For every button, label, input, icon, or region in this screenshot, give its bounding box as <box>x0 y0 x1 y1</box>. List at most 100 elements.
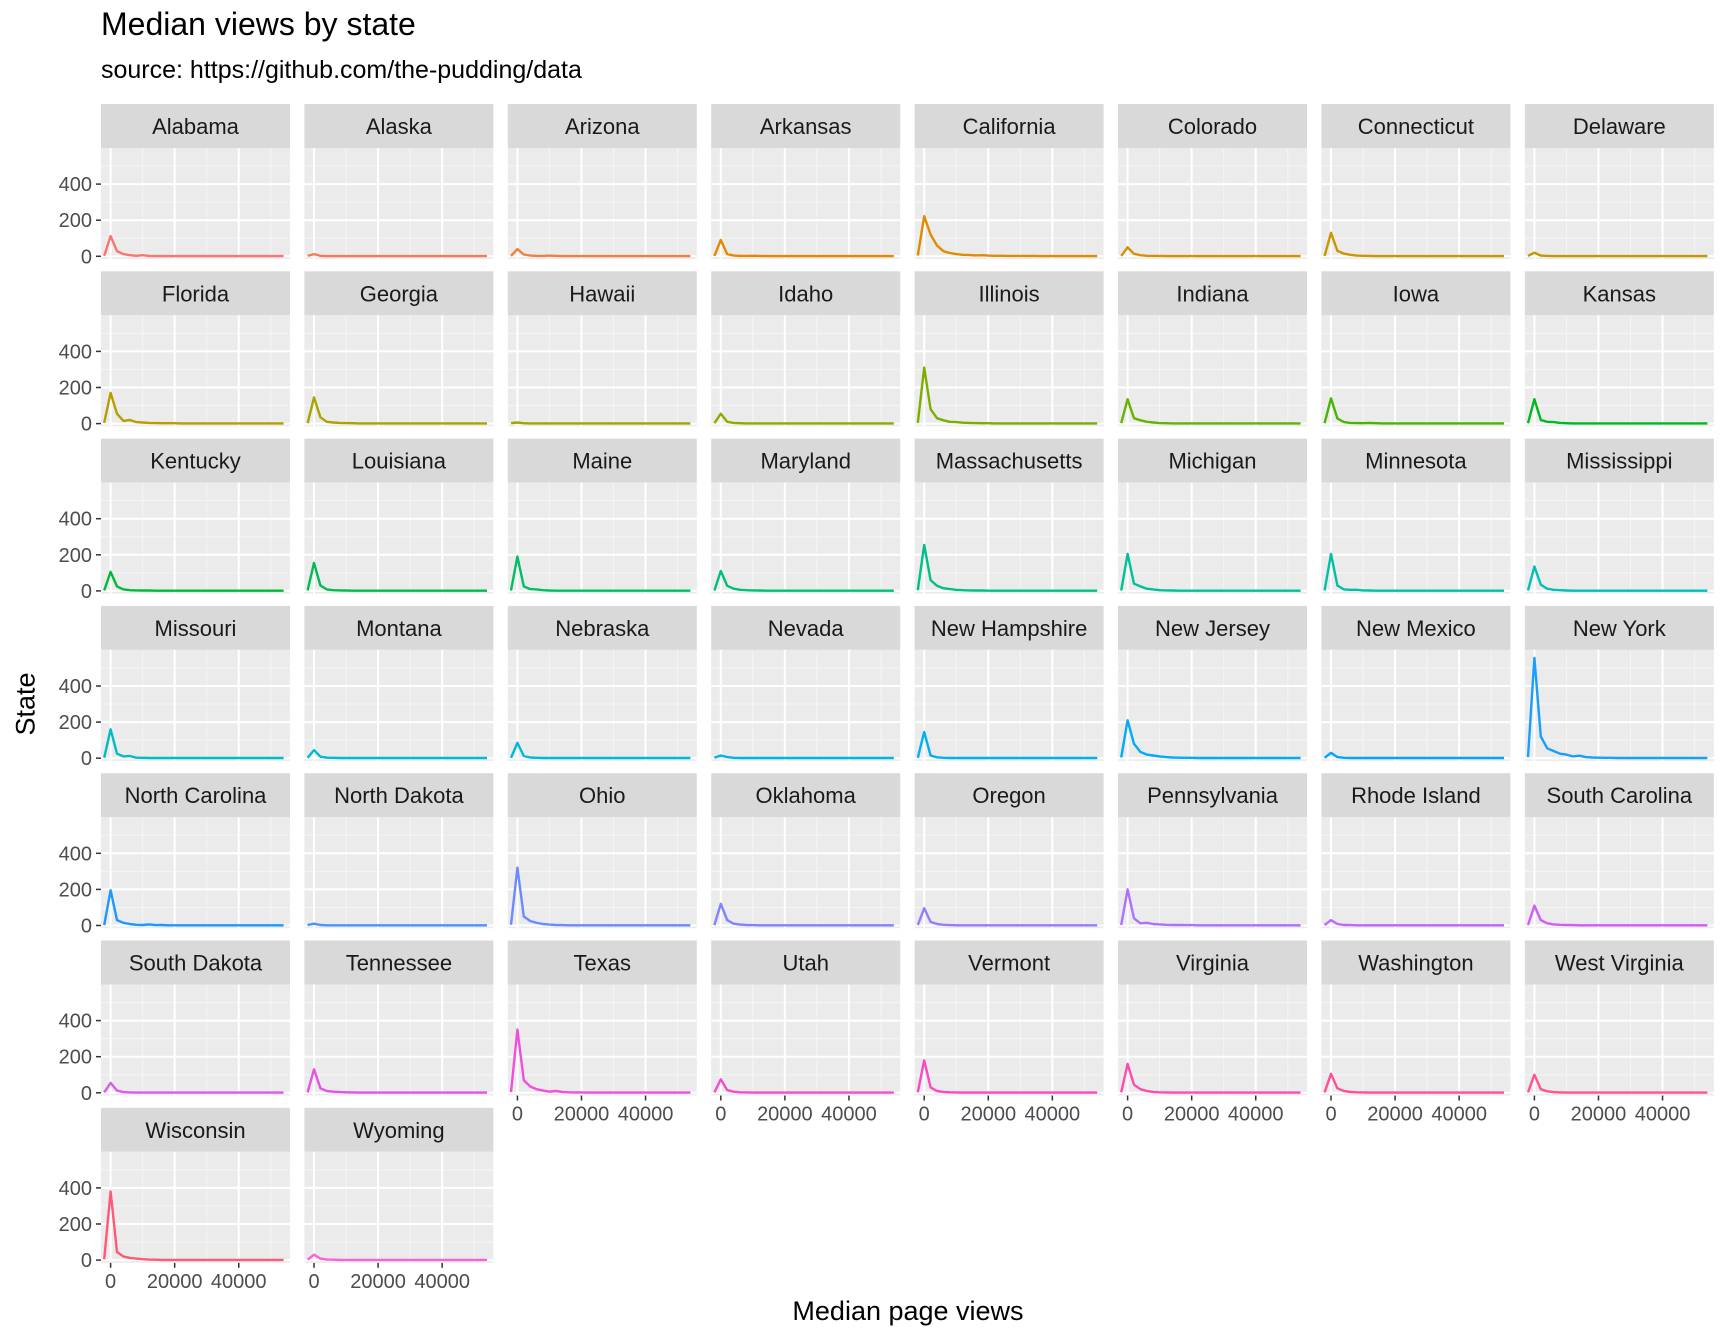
panel-bg-oklahoma <box>711 817 901 929</box>
strip-label-georgia: Georgia <box>360 281 439 306</box>
strip-mississippi <box>1524 438 1714 483</box>
strip-label-mississippi: Mississippi <box>1566 449 1672 474</box>
panel-bg-utah <box>711 984 901 1096</box>
y-tick-label: 0 <box>81 748 92 770</box>
series-line-florida <box>103 391 284 425</box>
series-line-washington <box>1323 1072 1504 1094</box>
facet-vermont: Vermont 0 20000 40000 <box>914 940 1104 1126</box>
x-tick-label: 20000 <box>147 1271 203 1293</box>
facet-ohio: Ohio <box>507 773 697 929</box>
panel-bg-alaska <box>304 148 494 259</box>
strip-ohio <box>507 773 697 818</box>
series-line-ohio <box>509 866 691 927</box>
strip-label-alaska: Alaska <box>366 114 433 139</box>
panel-bg-illinois <box>914 315 1104 427</box>
series-line-alaska <box>307 252 487 258</box>
facet-north-carolina: North Carolina 0 200 400 <box>59 773 290 937</box>
y-tick-label: 400 <box>59 1011 92 1033</box>
strip-label-oklahoma: Oklahoma <box>756 783 857 808</box>
chart-title: Median views by state <box>101 6 416 42</box>
facet-idaho: Idaho <box>711 271 901 427</box>
series-line-oregon <box>916 907 1098 927</box>
series-line-mississippi <box>1526 565 1708 592</box>
series-line-maine <box>509 555 691 592</box>
facet-alaska: Alaska <box>304 104 494 259</box>
panel-bg-wyoming <box>304 1151 494 1263</box>
facet-oregon: Oregon <box>914 773 1104 929</box>
panel-bg-massachusetts <box>914 482 1104 594</box>
strip-arkansas <box>711 104 901 148</box>
facet-connecticut: Connecticut <box>1321 104 1511 259</box>
series-line-north-dakota <box>307 922 487 927</box>
strip-colorado <box>1118 104 1307 148</box>
strip-label-south-dakota: South Dakota <box>129 951 263 976</box>
strip-label-rhode-island: Rhode Island <box>1351 783 1481 808</box>
series-line-louisiana <box>306 561 487 592</box>
series-line-north-carolina <box>103 889 284 927</box>
strip-connecticut <box>1321 104 1511 148</box>
strip-oregon <box>914 773 1104 818</box>
panel-bg-iowa <box>1321 315 1511 427</box>
x-tick-label: 20000 <box>960 1104 1016 1126</box>
facet-iowa: Iowa <box>1321 271 1511 427</box>
facet-texas: Texas 0 20000 40000 <box>507 940 697 1126</box>
strip-label-new-york: New York <box>1573 616 1667 641</box>
y-tick-label: 200 <box>59 1214 92 1236</box>
x-tick-label: 0 <box>105 1271 116 1293</box>
series-line-georgia <box>306 396 487 425</box>
facet-missouri: Missouri 0 200 400 <box>59 605 290 770</box>
facet-arkansas: Arkansas <box>711 104 901 259</box>
series-line-montana <box>306 748 487 760</box>
series-line-delaware <box>1527 251 1708 258</box>
series-line-idaho <box>713 412 894 425</box>
series-line-south-dakota <box>103 1081 284 1094</box>
series-line-rhode-island <box>1323 918 1504 927</box>
panel-bg-colorado <box>1118 148 1307 259</box>
strip-label-california: California <box>963 114 1057 139</box>
series-line-new-jersey <box>1120 719 1301 760</box>
strip-label-nebraska: Nebraska <box>555 616 650 641</box>
strip-washington <box>1321 940 1511 985</box>
facet-mississippi: Mississippi <box>1524 438 1714 594</box>
y-tick-label: 400 <box>59 509 92 531</box>
series-line-california <box>916 214 1098 258</box>
y-tick-label: 0 <box>81 1250 92 1272</box>
panel-bg-arizona <box>507 148 697 259</box>
facet-colorado: Colorado <box>1118 104 1307 259</box>
series-line-tennessee <box>306 1068 487 1094</box>
strip-montana <box>304 605 494 650</box>
strip-label-tennessee: Tennessee <box>346 951 452 976</box>
panel-bg-wisconsin <box>101 1151 290 1263</box>
strip-label-pennsylvania: Pennsylvania <box>1147 783 1279 808</box>
facet-maine: Maine <box>507 438 697 594</box>
strip-tennessee <box>304 940 494 985</box>
x-axis-label: Median page views <box>792 1296 1024 1326</box>
y-tick-label: 0 <box>81 414 92 436</box>
facet-arizona: Arizona <box>507 104 697 259</box>
strip-label-louisiana: Louisiana <box>352 449 447 474</box>
panel-bg-florida <box>101 315 290 427</box>
x-tick-label: 20000 <box>1164 1104 1220 1126</box>
series-line-pennsylvania <box>1120 888 1301 927</box>
strip-new-mexico <box>1321 605 1511 650</box>
facet-pennsylvania: Pennsylvania <box>1118 773 1307 929</box>
x-tick-label: 40000 <box>1635 1104 1691 1126</box>
y-tick-label: 200 <box>59 210 92 232</box>
panel-bg-georgia <box>304 315 494 427</box>
x-tick-label: 20000 <box>554 1104 610 1126</box>
y-tick-label: 0 <box>81 581 92 603</box>
panel-bg-kansas <box>1524 315 1714 427</box>
y-tick-label: 400 <box>59 341 92 363</box>
facet-south-dakota: South Dakota 0 200 400 <box>59 940 290 1105</box>
series-line-utah <box>713 1078 894 1094</box>
series-line-kentucky <box>103 570 284 592</box>
y-tick-label: 400 <box>59 174 92 196</box>
strip-kentucky <box>101 438 290 483</box>
strip-georgia <box>304 271 494 316</box>
panel-bg-south-carolina <box>1524 817 1714 929</box>
y-tick-label: 0 <box>81 915 92 937</box>
series-line-missouri <box>103 728 284 760</box>
series-line-iowa <box>1323 397 1504 425</box>
series-line-oklahoma <box>713 902 894 927</box>
x-tick-label: 0 <box>919 1104 930 1126</box>
